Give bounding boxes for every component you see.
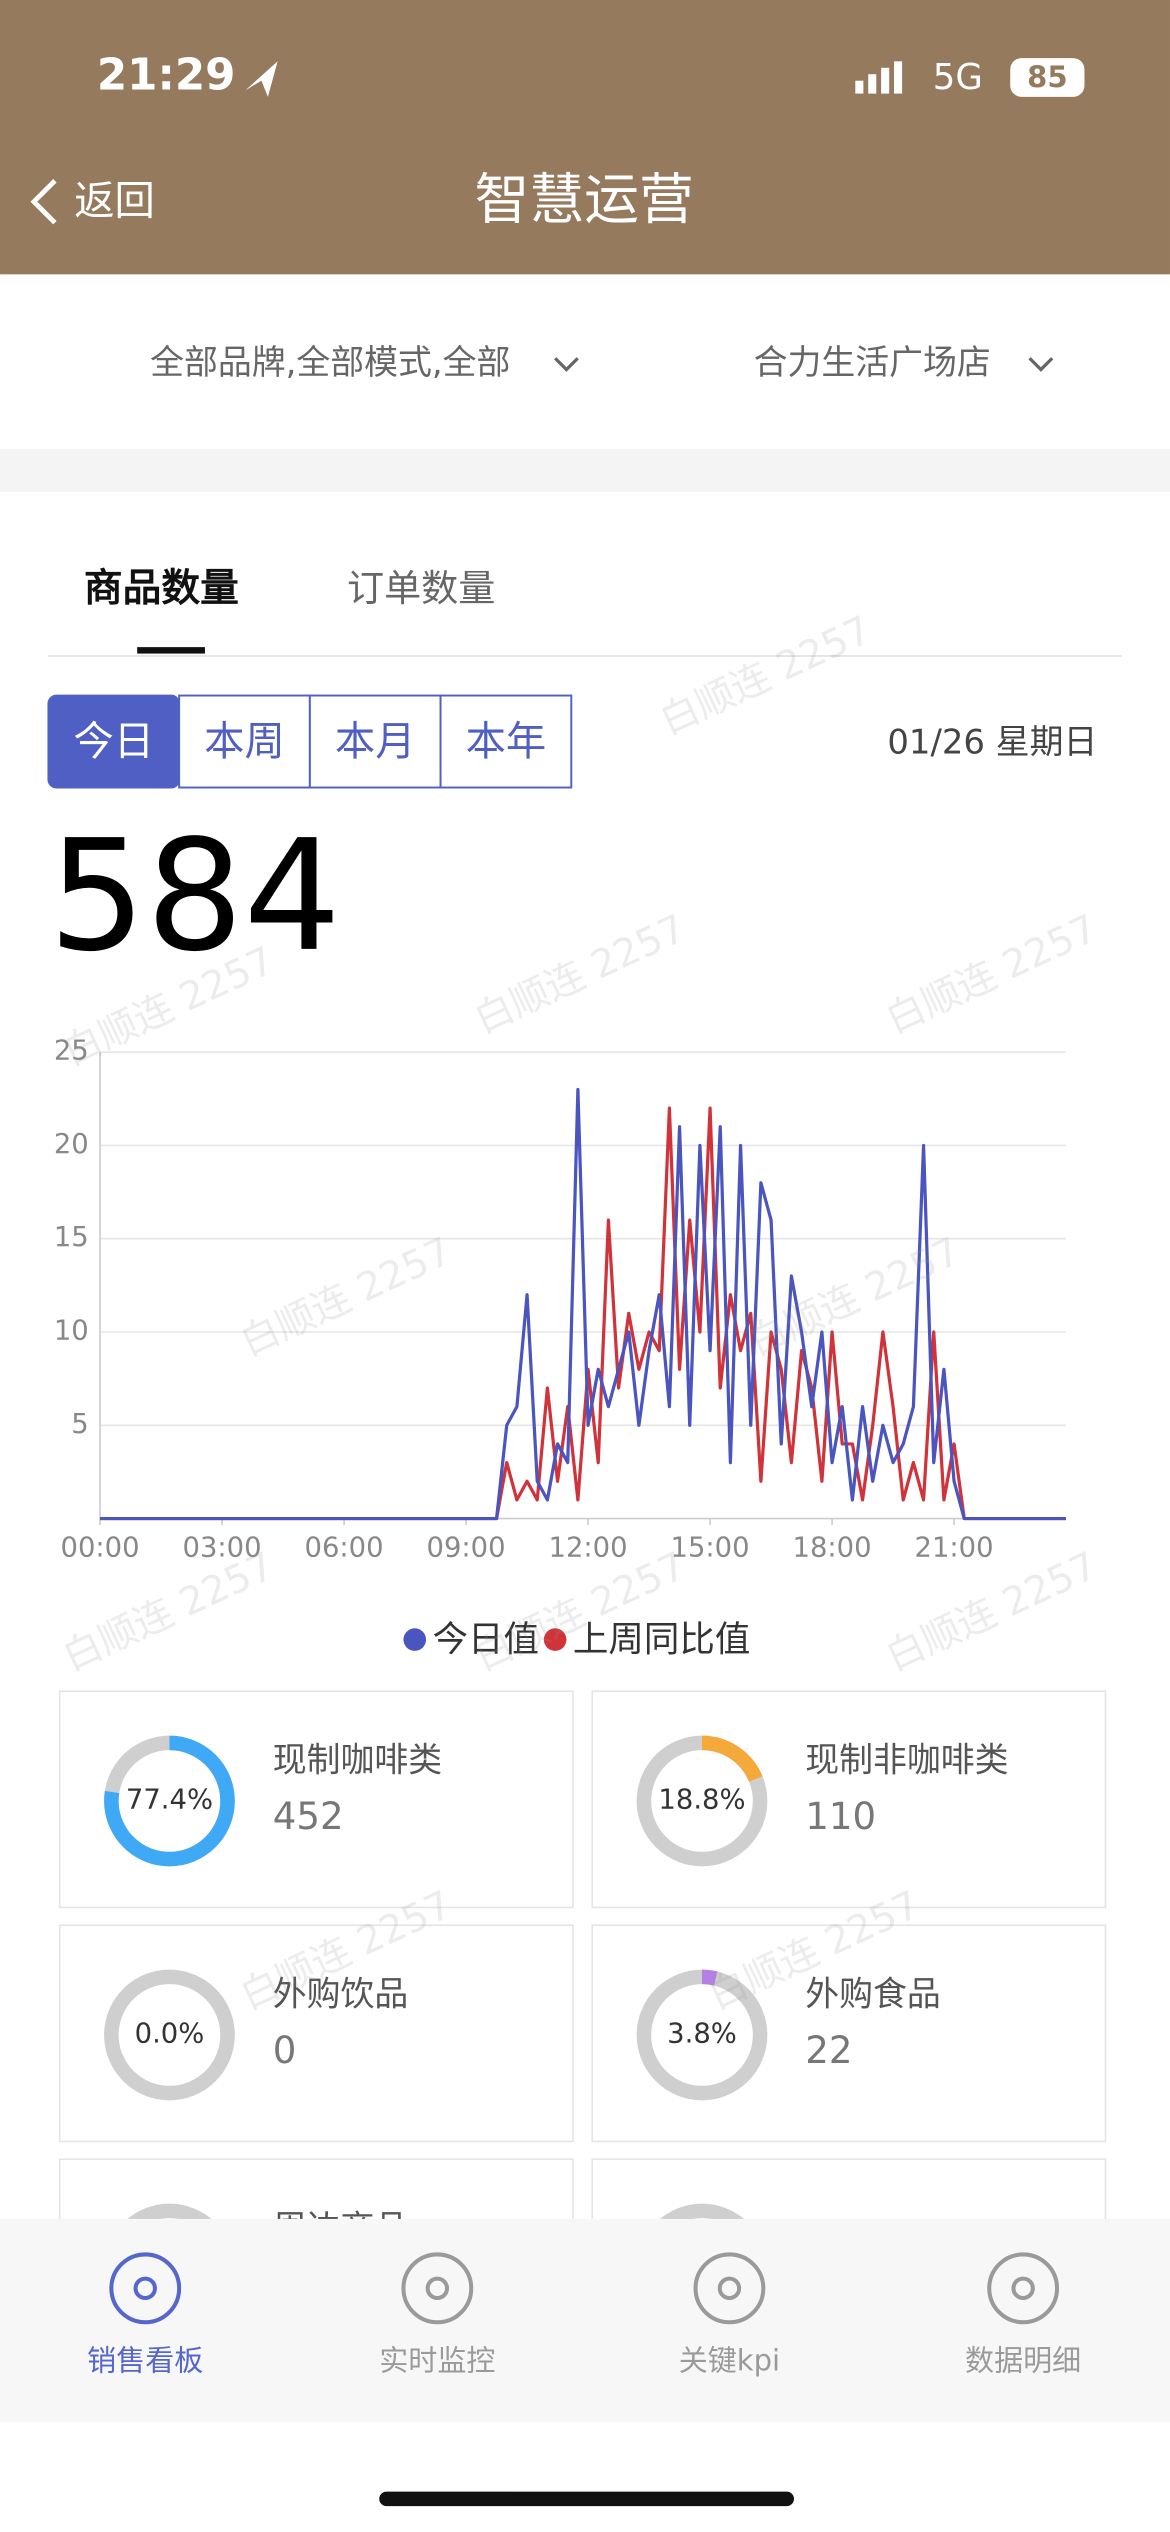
tab-label[interactable]: 关键kpi [679, 2344, 780, 2378]
signal-icon [855, 61, 903, 94]
donut-track [104, 1969, 235, 2101]
card[interactable] [591, 1690, 1107, 1909]
x-tick-label: 03:00 [183, 1533, 262, 1564]
legend-marker [403, 1628, 427, 1651]
tab-icon[interactable] [401, 2252, 474, 2325]
date: 01/26 星期日 [887, 722, 1097, 761]
watermark: 白顺连 2257 [879, 1544, 1104, 1681]
y-tick-label: 15 [54, 1222, 89, 1253]
legend-label[interactable]: 今日值 [432, 1619, 539, 1660]
legend-label[interactable]: 上周同比值 [573, 1619, 751, 1660]
watermark: 白顺连 2257 [879, 906, 1104, 1043]
separator [0, 448, 1170, 493]
dropdown-icon[interactable] [554, 357, 579, 372]
card[interactable] [591, 1924, 1107, 2143]
home-indicator [379, 2491, 794, 2507]
donut-label: 3.8% [667, 2018, 737, 2049]
x-tick-label: 15:00 [671, 1533, 750, 1564]
card-name: 现制咖啡类 [273, 1741, 442, 1780]
period-button[interactable] [439, 694, 573, 789]
tab-icon-inner[interactable] [425, 2276, 450, 2301]
line-chart: 5 10 15 20 25 00:00 03:00 06:00 09:00 12:00 15:00 1… [54, 1036, 1066, 1660]
card-count: 22 [805, 2029, 852, 2072]
tab[interactable]: 订单数量 [347, 567, 495, 610]
period-label[interactable]: 本周 [204, 718, 285, 765]
status-network: 5G [933, 57, 983, 98]
filter[interactable]: 合力生活广场店 [754, 343, 991, 382]
bottom-tabs: 销售看板 实时监控 关键kpi 数据明细 [87, 2252, 1081, 2378]
donut-label: 18.8% [658, 1784, 745, 1815]
x-tick-label: 12:00 [549, 1533, 628, 1564]
tab-icon[interactable] [693, 2252, 766, 2325]
total-value: 584 [48, 808, 341, 986]
tab-icon-inner[interactable] [133, 2276, 157, 2301]
tab-label[interactable]: 销售看板 [87, 2344, 203, 2378]
card-count: 452 [273, 1795, 344, 1838]
legend-marker [543, 1628, 567, 1651]
donut-arc [104, 1735, 235, 1867]
tab-active[interactable]: 商品数量 [84, 566, 239, 611]
tab-label[interactable]: 数据明细 [965, 2344, 1081, 2378]
back-button[interactable]: 返回 [74, 177, 155, 224]
x-tick-label: 06:00 [305, 1533, 384, 1564]
donut-arc [636, 1969, 768, 2101]
period-selector: 今日 本周 本月 本年 [47, 694, 573, 789]
nav-title: 智慧运营 [474, 167, 693, 231]
donut-label: 77.4% [126, 1784, 213, 1815]
donut-label: 0.0% [135, 2018, 205, 2049]
period-label[interactable]: 本年 [466, 718, 547, 765]
watermark: 白顺连 2257 [56, 1544, 281, 1681]
y-tick-label: 5 [71, 1409, 88, 1440]
x-tick-label: 18:00 [793, 1533, 872, 1564]
tab-icon[interactable] [109, 2252, 182, 2325]
watermark: 白顺连 2257 [234, 1229, 459, 1366]
card-count: 110 [805, 1795, 876, 1838]
status-battery: 85 [1027, 60, 1067, 94]
period-button[interactable] [308, 694, 442, 789]
y-tick-label: 25 [54, 1036, 89, 1067]
y-tick-label: 10 [54, 1316, 89, 1347]
status-time: 21:29 [97, 50, 236, 100]
header-bg [0, 0, 1170, 275]
tab-icon[interactable] [987, 2252, 1060, 2325]
card-name: 外购食品 [805, 1975, 941, 2014]
tab-label[interactable]: 实时监控 [379, 2344, 495, 2378]
x-tick-label: 00:00 [61, 1533, 140, 1564]
watermark: 白顺连 2257 [468, 906, 693, 1043]
card-count: 0 [273, 2029, 297, 2072]
tab-bar [0, 2218, 1170, 2423]
card-name: 外购饮品 [273, 1975, 408, 2014]
dropdown-icon[interactable] [1028, 357, 1054, 372]
tab-icon-inner[interactable] [1011, 2276, 1035, 2301]
watermark: 白顺连 2257 [653, 608, 878, 745]
battery-icon [1010, 58, 1085, 97]
period-label[interactable]: 本月 [335, 718, 416, 765]
tab-icon-inner[interactable] [717, 2276, 742, 2301]
y-tick-label: 20 [54, 1129, 89, 1160]
card[interactable] [58, 1690, 574, 1909]
series-line [100, 1087, 1066, 1521]
period-label[interactable]: 今日 [73, 718, 154, 765]
card[interactable] [58, 1924, 574, 2143]
x-tick-label: 21:00 [915, 1533, 994, 1564]
series-line [100, 1106, 1066, 1521]
x-tick-label: 09:00 [427, 1533, 506, 1564]
donut-arc [636, 1735, 768, 1867]
card-name: 现制非咖啡类 [805, 1741, 1008, 1780]
tab-indicator [137, 647, 205, 654]
filter[interactable]: 全部品牌,全部模式,全部 [150, 343, 510, 382]
location-icon [245, 61, 278, 97]
back-icon[interactable] [30, 179, 57, 225]
